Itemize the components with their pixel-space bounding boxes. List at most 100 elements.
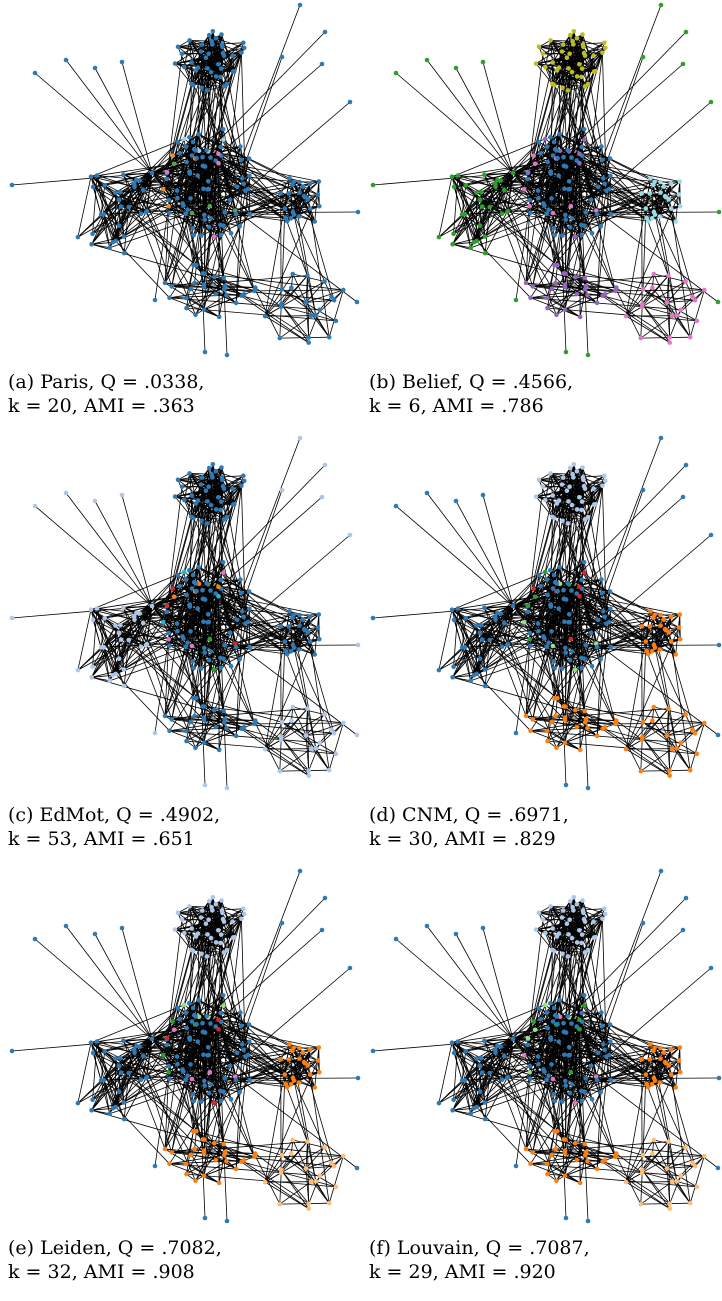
graph-node <box>523 280 529 286</box>
graph-node <box>202 349 208 355</box>
graph-node <box>134 610 139 616</box>
graph-node <box>479 190 484 195</box>
graph-node <box>567 224 573 230</box>
graph-node <box>210 29 216 34</box>
graph-edge <box>328 722 344 771</box>
graph-node <box>468 245 473 251</box>
graph-node <box>553 713 558 719</box>
graph-node <box>94 173 100 178</box>
graph-node <box>451 184 457 190</box>
graph-edge <box>293 629 305 648</box>
graph-node <box>543 136 548 142</box>
graph-node <box>192 280 197 286</box>
graph-edge <box>601 437 662 593</box>
graph-edge <box>169 297 220 318</box>
graph-edge <box>484 211 508 254</box>
graph-edge <box>484 607 527 717</box>
graph-node <box>543 64 548 70</box>
graph-edge <box>438 609 453 671</box>
graph-node <box>216 160 221 166</box>
graph-edge <box>11 605 153 619</box>
graph-node <box>175 628 180 634</box>
graph-node <box>193 581 198 586</box>
graph-edge <box>77 1045 137 1104</box>
graph-edge <box>279 1181 312 1205</box>
graph-node <box>676 192 682 197</box>
graph-edge <box>512 141 540 174</box>
graph-node <box>208 588 213 593</box>
graph-node <box>482 250 488 256</box>
graph-node <box>601 609 606 614</box>
graph-edge <box>484 174 527 284</box>
graph-node <box>162 280 168 286</box>
graph-node <box>198 49 204 54</box>
graph-edge <box>197 921 225 934</box>
graph-edge <box>464 647 477 675</box>
graph-node <box>562 186 567 191</box>
graph-node <box>527 197 533 203</box>
graph-node <box>201 186 206 191</box>
graph-edge <box>151 582 207 607</box>
graph-node <box>347 99 353 105</box>
graph-node <box>200 704 206 709</box>
graph-node <box>477 198 483 203</box>
graph-edge <box>184 499 192 517</box>
graph-edge <box>140 608 250 648</box>
graph-edge <box>535 496 553 518</box>
graph-edge <box>535 63 553 85</box>
graph-edge <box>646 650 669 709</box>
graph-edge <box>183 477 203 572</box>
graph-edge <box>218 153 255 292</box>
graph-node <box>177 151 182 156</box>
graph-node <box>198 482 204 487</box>
graph-edge <box>151 172 191 199</box>
graph-node <box>202 650 207 655</box>
graph-node <box>572 667 578 673</box>
graph-node <box>205 187 210 192</box>
graph-node <box>550 210 556 216</box>
graph-edge <box>395 505 514 607</box>
graph-edge <box>96 175 246 191</box>
graph-node <box>645 218 651 224</box>
graph-edge <box>523 53 570 190</box>
graph-node <box>569 649 575 654</box>
graph-edge <box>90 609 120 634</box>
graph-edge <box>571 157 586 290</box>
graph-node <box>137 611 143 616</box>
graph-edge <box>183 44 203 139</box>
graph-node <box>501 187 507 193</box>
graph-node <box>548 135 553 140</box>
graph-node <box>591 69 597 74</box>
graph-node <box>188 286 193 292</box>
graph-node <box>574 74 580 79</box>
graph-edge <box>77 633 120 671</box>
graph-node <box>224 352 230 358</box>
graph-edge <box>235 199 308 215</box>
graph-node <box>121 250 127 256</box>
graph-node <box>571 29 577 34</box>
graph-edge <box>646 217 669 276</box>
graph-edge <box>438 176 453 238</box>
graph-edge <box>479 574 540 634</box>
graph-node <box>538 151 543 156</box>
graph-node <box>144 208 150 214</box>
graph-node <box>315 625 321 630</box>
graph-node <box>169 717 174 722</box>
graph-node <box>241 614 246 620</box>
graph-node <box>333 751 339 757</box>
graph-edge <box>220 485 242 511</box>
graph-edge <box>525 631 539 716</box>
graph-edge <box>455 500 514 607</box>
graph-edge <box>457 175 607 191</box>
graph-node <box>477 656 483 661</box>
graph-node <box>690 727 695 732</box>
graph-node <box>492 181 498 186</box>
graph-node <box>542 203 547 208</box>
graph-node <box>608 644 613 650</box>
graph-node <box>218 232 224 238</box>
graph-node <box>595 617 601 623</box>
graph-node <box>32 503 38 509</box>
graph-edge <box>123 211 147 254</box>
graph-node <box>579 577 585 583</box>
graph-node <box>666 273 671 279</box>
